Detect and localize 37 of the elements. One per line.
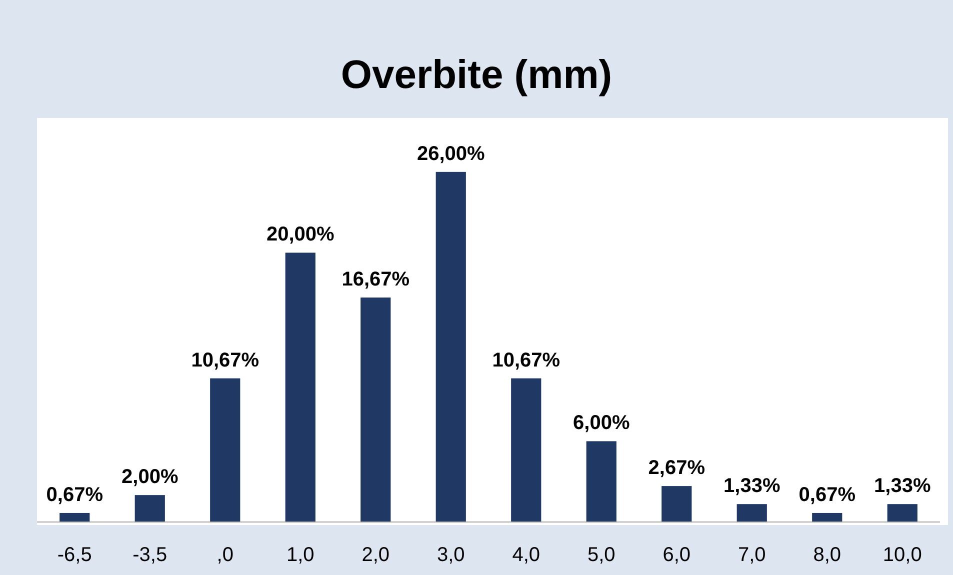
chart-title: Overbite (mm) <box>340 53 612 97</box>
bar <box>887 504 918 522</box>
data-label: 26,00% <box>416 142 485 165</box>
x-tick-label: 10,0 <box>882 544 922 566</box>
bar <box>360 298 391 522</box>
bar <box>210 378 240 522</box>
bar <box>586 441 616 522</box>
x-tick-label: ,0 <box>216 544 234 566</box>
x-tick-label: 1,0 <box>286 544 314 566</box>
x-tick-label: 3,0 <box>436 544 465 566</box>
data-label: 0,67% <box>798 484 856 506</box>
bar <box>511 378 542 522</box>
data-label: 16,67% <box>342 268 410 291</box>
bar <box>436 172 466 522</box>
data-label: 2,67% <box>648 457 706 480</box>
data-label: 20,00% <box>266 224 334 246</box>
data-label: 1,33% <box>724 475 780 498</box>
bar <box>285 252 316 522</box>
bar <box>662 486 692 522</box>
data-label: 10,67% <box>492 349 560 372</box>
x-tick-label: 2,0 <box>362 544 390 566</box>
x-tick-label: 8,0 <box>813 544 842 566</box>
x-tick-label: 4,0 <box>512 544 540 566</box>
x-tick-label: -3,5 <box>132 544 168 566</box>
data-label: 10,67% <box>191 349 260 372</box>
data-label: 1,33% <box>874 475 931 498</box>
data-label: 6,00% <box>573 412 630 434</box>
bar <box>60 512 90 522</box>
bar <box>134 495 165 522</box>
data-label: 2,00% <box>122 466 178 488</box>
bar <box>736 504 767 522</box>
data-label: 0,67% <box>46 484 104 506</box>
x-tick-label: -6,5 <box>57 544 92 566</box>
x-tick-label: 5,0 <box>587 544 616 566</box>
bar <box>812 512 842 522</box>
x-tick-label: 7,0 <box>738 544 766 566</box>
x-tick-label: 6,0 <box>662 544 691 566</box>
